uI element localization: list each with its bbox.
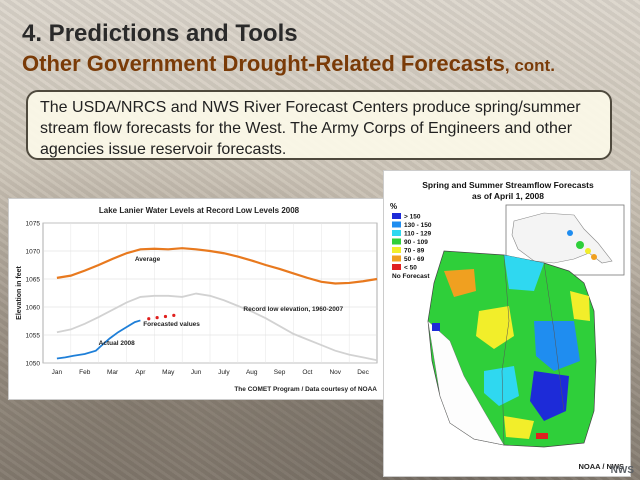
alaska-basin-mark	[567, 230, 573, 236]
y-tick-label: 1055	[26, 333, 41, 340]
lake-lanier-chart-svg: Lake Lanier Water Levels at Record Low L…	[16, 206, 378, 393]
state-borders	[501, 254, 565, 446]
legend-swatch	[392, 264, 401, 270]
x-tick-label: Apr	[135, 369, 146, 376]
legend-label: 110 - 129	[404, 231, 431, 238]
series-line-average	[56, 247, 378, 285]
forecast-point	[155, 316, 159, 320]
alaska-basin-mark	[591, 254, 597, 260]
x-tick-label: Oct	[302, 369, 312, 376]
y-tick-label: 1065	[26, 277, 41, 284]
legend-swatch	[392, 213, 401, 219]
forecast-point	[172, 313, 176, 317]
alaska-basin-mark	[576, 241, 584, 249]
legend-label: 50 - 69	[404, 256, 425, 263]
subtitle-main: Other Government Drought-Related Forecas…	[22, 51, 505, 76]
map-subtitle: as of April 1, 2008	[472, 191, 544, 201]
forecast-point	[163, 314, 168, 319]
x-tick-label: Feb	[79, 369, 91, 376]
series-line-record-low-elevation-1960-2007	[56, 292, 378, 362]
legend-swatch	[392, 247, 401, 253]
legend-label: 70 - 89	[404, 248, 425, 255]
basin-cluster	[570, 291, 590, 321]
x-tick-label: Sep	[274, 369, 286, 376]
legend-label: < 50	[404, 265, 417, 272]
legend-swatch	[392, 238, 401, 245]
basin-cluster	[504, 255, 544, 291]
label-actual: Actual 2008	[99, 340, 136, 347]
body-callout: The USDA/NRCS and NWS River Forecast Cen…	[26, 90, 612, 160]
legend-swatch	[392, 230, 401, 236]
streamflow-map-svg: Spring and Summer Streamflow Forecasts a…	[390, 180, 625, 471]
label-average: Average	[135, 256, 161, 263]
y-tick-label: 1070	[26, 249, 41, 256]
basin-cluster	[504, 416, 534, 439]
map-credit: NOAA / NWS	[578, 462, 624, 471]
basin-cluster	[476, 306, 514, 349]
nws-watermark: NWS	[610, 465, 634, 476]
legend-swatch	[392, 255, 401, 262]
x-tick-label: May	[162, 369, 175, 376]
x-tick-label: Jun	[191, 369, 202, 376]
x-tick-label: Aug	[246, 369, 258, 376]
y-tick-label: 1050	[26, 361, 41, 368]
x-tick-label: Mar	[107, 369, 119, 376]
y-axis-label: Elevation in feet	[16, 265, 23, 319]
chart-credit: The COMET Program / Data courtesy of NOA…	[234, 386, 377, 393]
lake-lanier-chart: Lake Lanier Water Levels at Record Low L…	[8, 198, 385, 400]
basin-cluster	[534, 321, 580, 371]
label-forecast: Forecasted values	[143, 321, 200, 328]
legend-unit: %	[390, 202, 397, 211]
forecast-point	[147, 317, 151, 321]
legend-label: > 150	[404, 214, 421, 221]
alaska-basin-mark	[585, 248, 591, 254]
basin-cluster	[484, 366, 519, 406]
x-tick-label: Jan	[52, 369, 63, 376]
legend-label: No Forecast	[392, 273, 430, 280]
body-text: The USDA/NRCS and NWS River Forecast Cen…	[40, 99, 581, 158]
streamflow-forecast-map: Spring and Summer Streamflow Forecasts a…	[383, 170, 631, 477]
subtitle-suffix: , cont.	[504, 56, 555, 75]
slide-title: 4. Predictions and Tools	[22, 20, 298, 47]
label-record-low: Record low elevation, 1960-2007	[243, 306, 343, 313]
x-tick-label: Nov	[329, 369, 341, 376]
slide-subtitle: Other Government Drought-Related Forecas…	[22, 51, 555, 77]
basin-cluster	[444, 269, 476, 297]
basin-low-flow	[536, 433, 548, 439]
series-line-actual-2008	[56, 319, 141, 360]
chart-title: Lake Lanier Water Levels at Record Low L…	[99, 206, 300, 215]
basin-cluster	[530, 371, 569, 421]
map-title: Spring and Summer Streamflow Forecasts	[422, 180, 594, 190]
basin-high-flow	[432, 323, 440, 331]
y-tick-label: 1060	[26, 305, 41, 312]
legend-label: 90 - 109	[404, 239, 428, 246]
x-tick-label: Dec	[357, 369, 369, 376]
legend-swatch	[392, 221, 401, 228]
y-tick-label: 1075	[26, 221, 41, 228]
legend-label: 130 - 150	[404, 222, 432, 229]
x-tick-label: July	[218, 369, 230, 376]
